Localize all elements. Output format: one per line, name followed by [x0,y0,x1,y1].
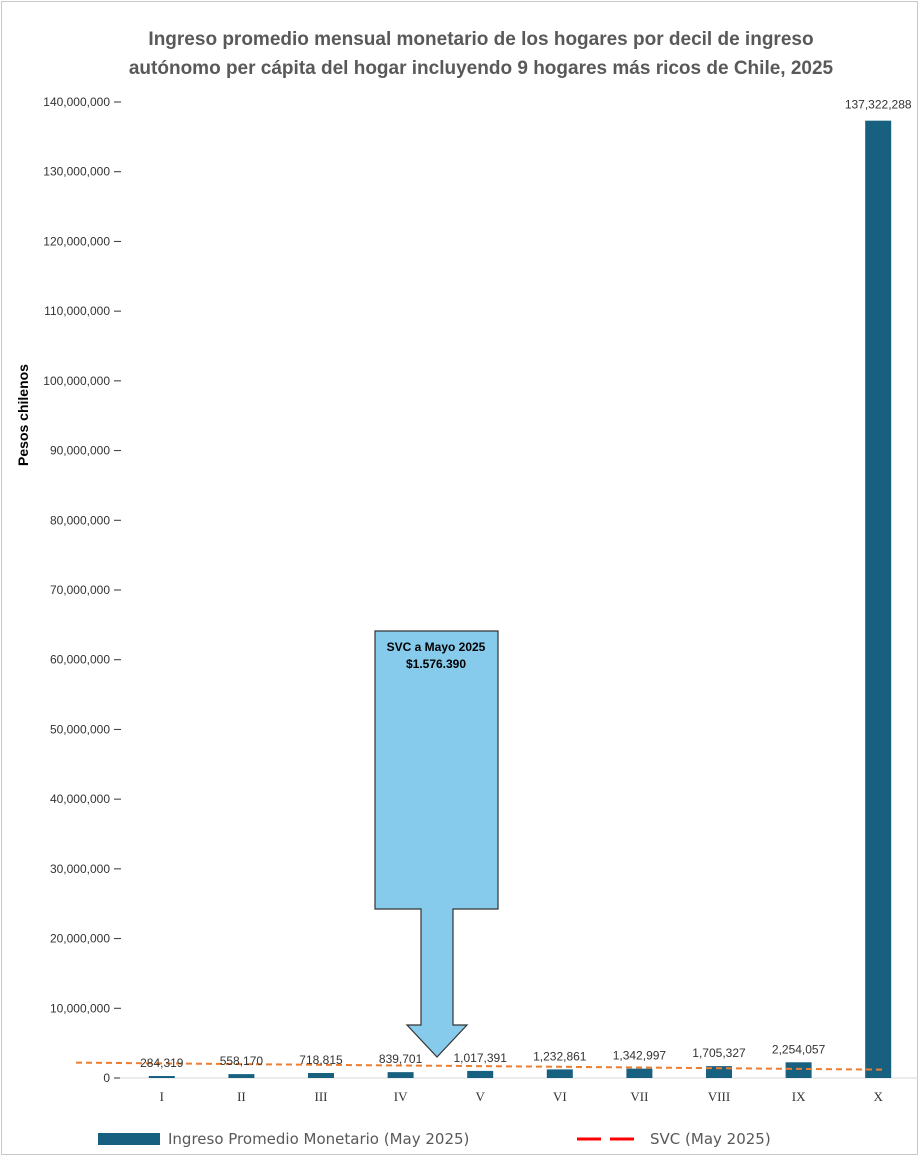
svc-callout: SVC a Mayo 2025 $1.576.390 [374,630,499,1058]
data-label: 558,170 [220,1054,264,1068]
data-label: 1,342,997 [613,1049,667,1063]
svc-line-series [75,1061,885,1071]
x-axis-ticks: I II III IV V VI VII VIII IX X [160,1089,884,1104]
y-tick-label: 100,000,000 [43,374,110,388]
y-tick-label: 70,000,000 [50,583,110,597]
y-tick-label: 120,000,000 [43,234,110,248]
x-tick-label: III [315,1089,328,1104]
legend-label-bar: Ingreso Promedio Monetario (May 2025) [168,1130,469,1148]
data-label: 839,701 [379,1052,423,1066]
data-label: 718,815 [299,1053,343,1067]
bar [785,1062,812,1078]
legend: Ingreso Promedio Monetario (May 2025) SV… [98,1130,771,1148]
y-tick-label: 110,000,000 [44,304,110,318]
x-tick-label: X [874,1089,884,1104]
x-tick-label: V [476,1089,486,1104]
data-label: 1,705,327 [692,1046,746,1060]
x-tick-label: I [160,1089,164,1104]
bar [626,1068,653,1078]
x-tick-label: VII [630,1089,648,1104]
y-tick-label: 140,000,000 [43,95,110,109]
y-tick-label: 10,000,000 [50,1001,110,1015]
callout-line-2: $1.576.390 [406,657,466,671]
x-tick-label: IX [792,1089,806,1104]
y-tick-label: 50,000,000 [50,722,110,736]
data-label: 1,017,391 [454,1051,508,1065]
y-tick-label: 0 [103,1071,110,1085]
data-label: 1,232,861 [533,1049,587,1063]
y-tick-label: 30,000,000 [50,862,110,876]
data-label: 137,322,288 [845,98,912,112]
y-tick-label: 130,000,000 [43,165,110,179]
y-axis-label: Pesos chilenos [15,364,31,466]
bar [865,120,892,1078]
x-tick-label: IV [394,1089,408,1104]
y-tick-label: 90,000,000 [50,444,110,458]
y-tick-label: 40,000,000 [50,792,110,806]
chart-title-line-2: autónomo per cápita del hogar incluyendo… [129,58,834,79]
legend-swatch-bar [98,1133,160,1145]
bar-series [148,120,892,1078]
bar [308,1072,334,1078]
bar [467,1070,494,1078]
svc-line [75,1061,885,1071]
bar [228,1074,255,1078]
y-axis-ticks: 0 10,000,000 20,000,000 30,000,000 40,000,00… [43,95,121,1085]
bar [706,1066,732,1078]
data-label: 284,319 [140,1056,184,1070]
y-tick-label: 20,000,000 [50,932,110,946]
y-tick-label: 80,000,000 [50,513,110,527]
data-labels: 284,319 558,170 718,815 839,701 1,017,391 1,2… [140,98,912,1070]
x-tick-label: VIII [708,1089,730,1104]
callout-arrow-shape [374,630,499,1058]
bar [387,1072,414,1078]
chart-title-line-1: Ingreso promedio mensual monetario de lo… [148,29,813,50]
bar [148,1076,175,1078]
x-tick-label: VI [553,1089,567,1104]
legend-label-svc: SVC (May 2025) [650,1130,771,1148]
bar [546,1069,573,1078]
callout-line-1: SVC a Mayo 2025 [387,640,486,654]
x-tick-label: II [237,1089,246,1104]
data-label: 2,254,057 [772,1042,826,1056]
y-tick-label: 60,000,000 [50,653,110,667]
